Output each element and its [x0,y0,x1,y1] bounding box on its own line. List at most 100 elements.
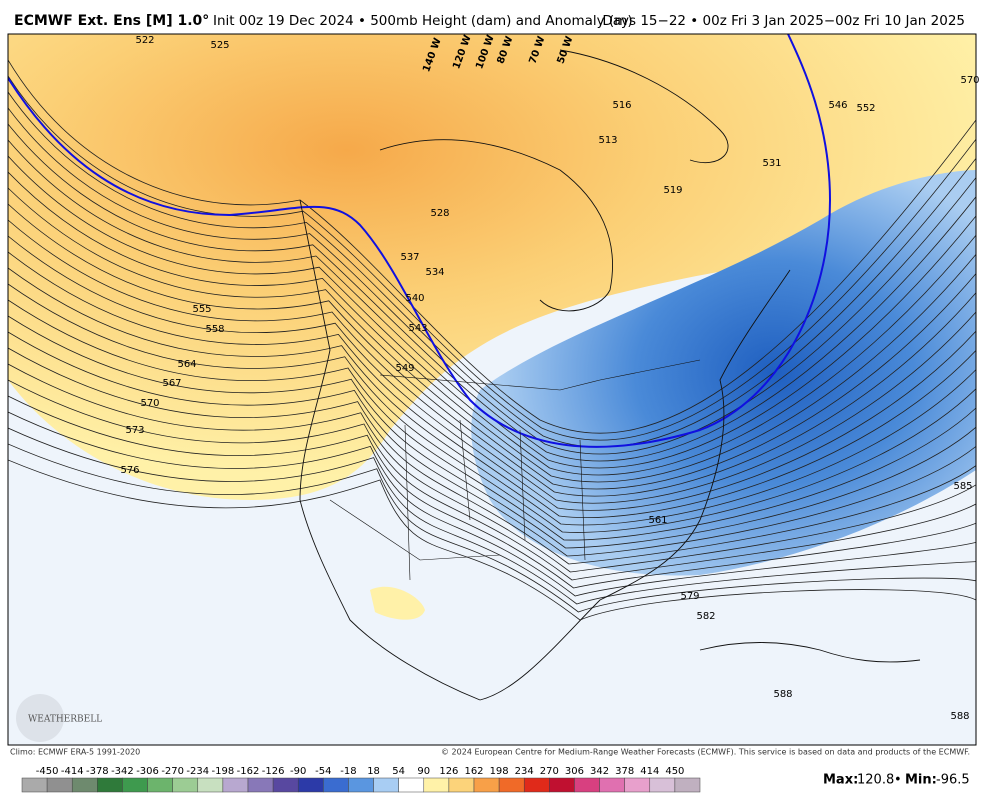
colorbar-tick-label: -18 [340,766,356,777]
contour-line [8,251,976,518]
colorbar-tick-label: 342 [590,766,609,777]
contour-line [8,91,976,448]
color-swatch [423,777,450,793]
contour-line [8,283,976,533]
color-swatch [46,777,73,793]
coastlines [299,49,921,701]
contour-line [8,315,976,549]
colorbar-tick-label: -54 [315,766,331,777]
height-contours [8,59,976,621]
color-swatch [172,777,199,793]
max-value: 120.8 [857,773,894,788]
color-swatch [71,777,98,793]
color-swatch [498,777,525,793]
contour-label: 513 [598,135,617,146]
contour-line [8,459,976,621]
contour-label: 588 [950,711,969,722]
contour-label: 570 [140,398,159,409]
colorbar-tick-label: 126 [439,766,458,777]
contour-label: 516 [612,100,631,111]
contour-label: 537 [400,252,419,263]
colorbar-tick-label: 90 [417,766,430,777]
contour-line [8,427,976,605]
positive-anomaly [8,34,976,500]
colorbar-tick-label: 270 [540,766,559,777]
colorbar: -450 -414 -378 -342 -306 -270 -234 -198 -162 -126… [21,766,701,793]
colorbar-tick-label: 306 [565,766,584,777]
colorbar-tick-label: 234 [515,766,534,777]
color-swatch [297,777,324,793]
contour-label: 546 [828,100,847,111]
title-bold: ECMWF Ext. Ens [M] 1.0° [14,13,209,29]
color-swatch [222,777,249,793]
contour-line [8,411,976,597]
contour-line [8,443,976,613]
contour-label: 573 [125,425,144,436]
colorbar-tick-label: 162 [464,766,483,777]
colorbar-tick-label: -234 [186,766,209,777]
colorbar-tick-label: 414 [640,766,659,777]
contour-546-highlight [8,34,832,448]
contour-line [8,267,976,526]
color-swatch [97,777,123,793]
contour-line [8,123,976,462]
colorbar-tick-label: 378 [615,766,634,777]
contour-line [8,171,976,483]
contour-label: 585 [953,481,972,492]
contour-line [8,75,976,441]
contour-label: 525 [210,40,229,51]
contour-label: 561 [648,515,667,526]
contour-label: 582 [696,611,715,622]
colorbar-tick-label: 450 [665,766,684,777]
contour-label: 567 [162,378,181,389]
max-label: Max: [823,773,858,788]
colorbar-tick-label: -306 [136,766,159,777]
colorbar-tick-label: -162 [237,766,260,777]
color-swatch [373,777,399,793]
color-swatch [348,777,374,793]
contour-label: 579 [680,591,699,602]
contour-label: 555 [192,304,211,315]
color-swatch [574,777,600,793]
contour-labels: 522 525 516 513 519 528 531 546 552 570 537 534 540 5… [120,35,979,722]
colorbar-tick-label: -126 [262,766,285,777]
colorbar-tick-label: -90 [290,766,306,777]
color-swatch [549,777,575,793]
contour-line [8,59,976,434]
colorbar-tick-label: -198 [212,766,235,777]
contour-label: 552 [856,103,875,114]
contour-line [8,203,976,497]
color-swatch [147,777,173,793]
contour-label: 531 [762,158,781,169]
contour-label: 564 [177,359,196,370]
positive-anomaly-small [370,586,425,620]
contour-label: 576 [120,465,139,476]
contour-label: 543 [408,323,427,334]
colorbar-tick-label: -378 [86,766,109,777]
colorbar-tick-label: -414 [61,766,84,777]
contour-line [8,155,976,476]
contour-label: 570 [960,75,979,86]
color-swatch [448,777,475,793]
contour-line [8,363,976,573]
color-swatch [398,777,425,793]
borders [329,359,701,581]
contour-label: 522 [135,35,154,46]
map [8,34,976,745]
contour-line [8,299,976,541]
color-swatch [624,777,651,793]
separator: • [894,773,902,788]
color-swatch [473,777,500,793]
map-frame [7,33,977,746]
climo: Climo: ECMWF ERA-5 1991-2020 [10,748,140,757]
logo-mark [16,694,64,742]
contour-label: 588 [773,689,792,700]
color-swatch [599,777,625,793]
colorbar-tick-label: 54 [392,766,405,777]
color-swatch [247,777,274,793]
color-swatch [21,777,48,793]
colorbar-tick-label: 18 [367,766,380,777]
color-swatch [197,777,224,793]
color-swatch [674,777,701,793]
